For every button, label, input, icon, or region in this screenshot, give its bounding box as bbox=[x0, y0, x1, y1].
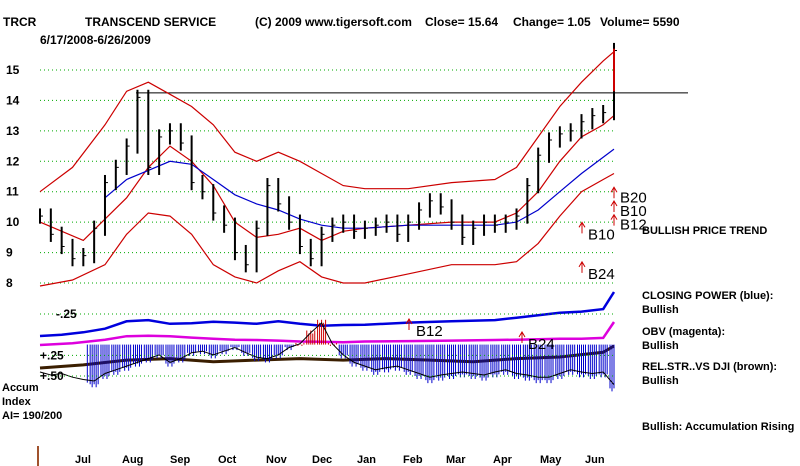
volume-label: Volume= 5590 bbox=[600, 15, 680, 29]
grid-layer: 15 14 13 12 11 10 9 8 Jul Aug Sep Oct Nov Dec Jan Feb Ma… bbox=[6, 63, 688, 466]
price-layer bbox=[39, 42, 617, 273]
x-tick-label: Mar bbox=[446, 454, 466, 466]
x-tick-label: Sep bbox=[170, 454, 190, 466]
source-label: (C) 2009 www.tigersoft.com bbox=[255, 15, 412, 29]
accum-label-3: AI= 190/200 bbox=[2, 410, 62, 422]
signal-arrowhead bbox=[518, 331, 526, 338]
rel-str-title: REL.STR..VS DJI (brown): bbox=[642, 361, 777, 373]
closing-power-title: CLOSING POWER (blue): bbox=[642, 290, 773, 302]
accum-tick-label: -.25 bbox=[56, 307, 77, 321]
signal-label: B12 bbox=[620, 217, 647, 234]
y-tick-label: 15 bbox=[6, 63, 20, 77]
x-tick-label: Nov bbox=[266, 454, 288, 466]
accum-tick-label: +.50 bbox=[40, 369, 64, 383]
signal-label: B24 bbox=[528, 336, 555, 353]
y-tick-label: 10 bbox=[6, 215, 20, 229]
signal-arrowhead bbox=[578, 221, 586, 228]
series-line bbox=[104, 148, 615, 229]
closing-power-value: Bullish bbox=[642, 304, 679, 316]
signal-label: B12 bbox=[416, 323, 443, 340]
x-tick-label: Apr bbox=[493, 454, 513, 466]
close-label: Close= 15.64 bbox=[425, 15, 498, 29]
y-tick-label: 12 bbox=[6, 154, 20, 168]
x-tick-label: May bbox=[540, 454, 562, 466]
series-line bbox=[39, 172, 615, 287]
y-tick-label: 11 bbox=[6, 185, 19, 199]
accum-tick-label: +.25 bbox=[40, 348, 64, 362]
company-label: TRANSCEND SERVICE bbox=[85, 15, 216, 29]
y-tick-label: 9 bbox=[6, 246, 13, 260]
signal-arrowhead bbox=[610, 199, 618, 207]
x-tick-label: Oct bbox=[218, 454, 237, 466]
x-tick-label: Aug bbox=[122, 454, 143, 466]
ticker-label: TRCR bbox=[3, 15, 37, 29]
signal-label: B10 bbox=[620, 203, 647, 220]
signal-arrowhead bbox=[610, 186, 618, 193]
x-tick-label: Dec bbox=[312, 454, 332, 466]
obv-value: Bullish bbox=[642, 340, 679, 352]
change-label: Change= 1.05 bbox=[513, 15, 591, 29]
accumulation-label: Bullish: Accumulation Rising bbox=[642, 421, 794, 433]
x-tick-label: Jan bbox=[357, 454, 376, 466]
y-tick-label: 14 bbox=[6, 93, 20, 107]
signal-arrowhead bbox=[610, 213, 618, 220]
signal-arrowhead bbox=[578, 260, 586, 268]
signal-label: B20 bbox=[620, 189, 647, 206]
trend-label: BULLISH PRICE TREND bbox=[642, 225, 767, 237]
accum-label-2: Index bbox=[2, 396, 32, 408]
accum-layer: +.50 +.25 -.25 bbox=[39, 307, 615, 392]
y-tick-label: 8 bbox=[6, 276, 13, 290]
signal-arrowhead bbox=[405, 318, 413, 325]
x-tick-label: Jun bbox=[585, 454, 605, 466]
band-layer bbox=[39, 51, 615, 287]
date-range-label: 6/17/2008-6/26/2009 bbox=[40, 33, 151, 47]
accum-label-1: Accum bbox=[2, 382, 39, 394]
signal-label: B24 bbox=[588, 266, 615, 283]
obv-title: OBV (magenta): bbox=[642, 326, 725, 338]
series-line bbox=[39, 51, 615, 193]
x-tick-label: Jul bbox=[75, 454, 91, 466]
indicator-layer bbox=[39, 291, 616, 370]
rel-str-value: Bullish bbox=[642, 375, 679, 387]
y-tick-label: 13 bbox=[6, 124, 20, 138]
signal-label: B10 bbox=[588, 226, 615, 243]
x-tick-label: Feb bbox=[403, 454, 423, 466]
accum-ma-line bbox=[39, 322, 615, 386]
closing-power-line bbox=[39, 291, 616, 338]
